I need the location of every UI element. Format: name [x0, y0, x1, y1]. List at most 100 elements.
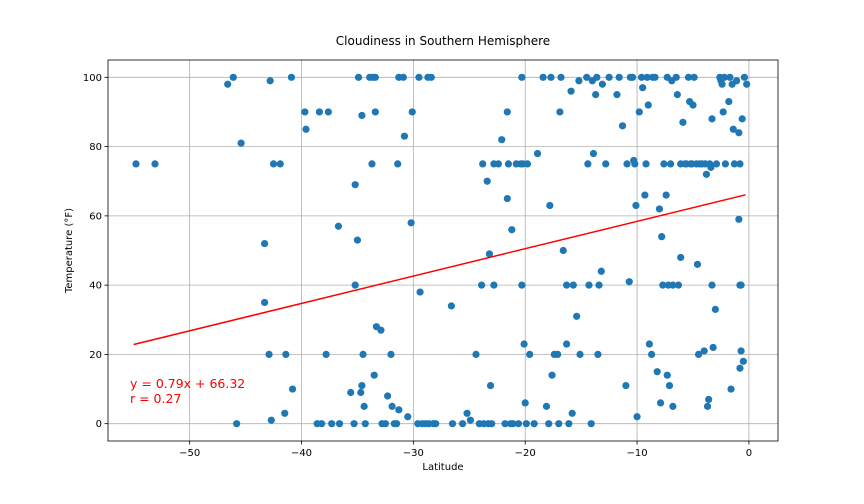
- data-point: [662, 191, 670, 199]
- data-point: [360, 402, 368, 410]
- data-point: [518, 281, 526, 289]
- x-tick-label: 0: [746, 448, 752, 459]
- data-point: [663, 371, 671, 379]
- data-point: [395, 406, 403, 414]
- data-point: [605, 73, 613, 81]
- data-point: [377, 326, 385, 334]
- data-point: [660, 160, 668, 168]
- data-point: [503, 194, 511, 203]
- data-point: [315, 108, 324, 116]
- data-point: [265, 350, 273, 359]
- data-point: [509, 420, 517, 428]
- data-point: [694, 350, 703, 359]
- data-point: [281, 409, 289, 417]
- data-point: [737, 281, 745, 289]
- data-point: [669, 281, 677, 289]
- data-point: [504, 160, 513, 168]
- data-point: [562, 340, 571, 348]
- data-point: [350, 420, 358, 428]
- data-point: [679, 118, 687, 126]
- data-point: [520, 340, 528, 348]
- data-point: [526, 350, 534, 359]
- data-point: [689, 101, 697, 109]
- data-point: [353, 236, 362, 244]
- data-point: [490, 281, 498, 289]
- data-point: [287, 73, 296, 81]
- data-point: [593, 73, 601, 81]
- data-point: [501, 420, 509, 428]
- data-point: [542, 402, 551, 410]
- data-point: [736, 160, 744, 168]
- data-point: [712, 160, 721, 168]
- data-point: [730, 160, 738, 168]
- data-point: [282, 350, 290, 359]
- x-tick-label: −20: [515, 448, 536, 459]
- data-point: [684, 73, 693, 81]
- data-point: [488, 420, 496, 428]
- data-point: [618, 122, 627, 130]
- data-point: [322, 350, 330, 359]
- y-tick-label: 20: [89, 350, 102, 361]
- regression-layer: [133, 194, 746, 346]
- data-point: [533, 149, 542, 158]
- data-point: [703, 402, 712, 410]
- data-point: [387, 350, 395, 359]
- data-point: [645, 340, 653, 348]
- data-point: [641, 191, 649, 199]
- data-point: [569, 281, 577, 289]
- data-point: [522, 420, 530, 428]
- data-point: [432, 420, 440, 428]
- data-point: [700, 347, 708, 355]
- data-point: [523, 160, 532, 168]
- data-point: [736, 364, 744, 372]
- data-point: [635, 108, 643, 116]
- data-point: [324, 108, 332, 116]
- data-point: [508, 226, 516, 234]
- data-point: [370, 371, 378, 379]
- data-point: [632, 201, 640, 210]
- data-point: [665, 381, 674, 390]
- data-point: [659, 281, 667, 289]
- data-point: [576, 350, 584, 359]
- data-point: [458, 420, 467, 428]
- data-point: [720, 73, 728, 81]
- data-point: [381, 420, 389, 428]
- y-tick-label: 0: [96, 419, 102, 430]
- data-point: [555, 420, 563, 428]
- data-point: [565, 420, 573, 428]
- data-point: [702, 170, 711, 178]
- axis-ticks: −50 −40 −30 −20 −10 0 0 20 40 60 80 100: [83, 73, 752, 459]
- data-point: [631, 160, 639, 168]
- data-point: [448, 420, 457, 428]
- data-point: [361, 420, 369, 428]
- data-point: [357, 388, 365, 397]
- data-point: [708, 281, 716, 289]
- regression-line: [133, 194, 746, 346]
- data-point: [573, 312, 581, 320]
- data-point: [407, 219, 415, 227]
- data-point: [613, 91, 621, 99]
- y-tick-label: 100: [83, 73, 102, 84]
- data-point: [556, 108, 564, 116]
- data-point: [595, 281, 603, 289]
- data-point: [151, 160, 159, 168]
- data-point: [514, 420, 523, 428]
- data-point: [655, 205, 664, 213]
- data-point: [740, 73, 749, 81]
- data-point: [633, 413, 641, 421]
- plot-frame: [107, 59, 779, 442]
- data-point: [585, 281, 593, 289]
- y-tick-label: 40: [89, 281, 102, 292]
- data-point: [625, 278, 633, 286]
- data-point: [479, 160, 487, 168]
- data-point: [648, 350, 656, 359]
- data-point: [400, 132, 409, 140]
- data-point: [351, 181, 359, 189]
- data-point: [408, 108, 416, 116]
- data-point: [622, 381, 630, 390]
- data-point: [708, 115, 716, 123]
- y-tick-label: 80: [89, 142, 102, 153]
- data-point: [584, 160, 592, 168]
- data-point: [737, 347, 745, 355]
- data-point: [739, 357, 747, 365]
